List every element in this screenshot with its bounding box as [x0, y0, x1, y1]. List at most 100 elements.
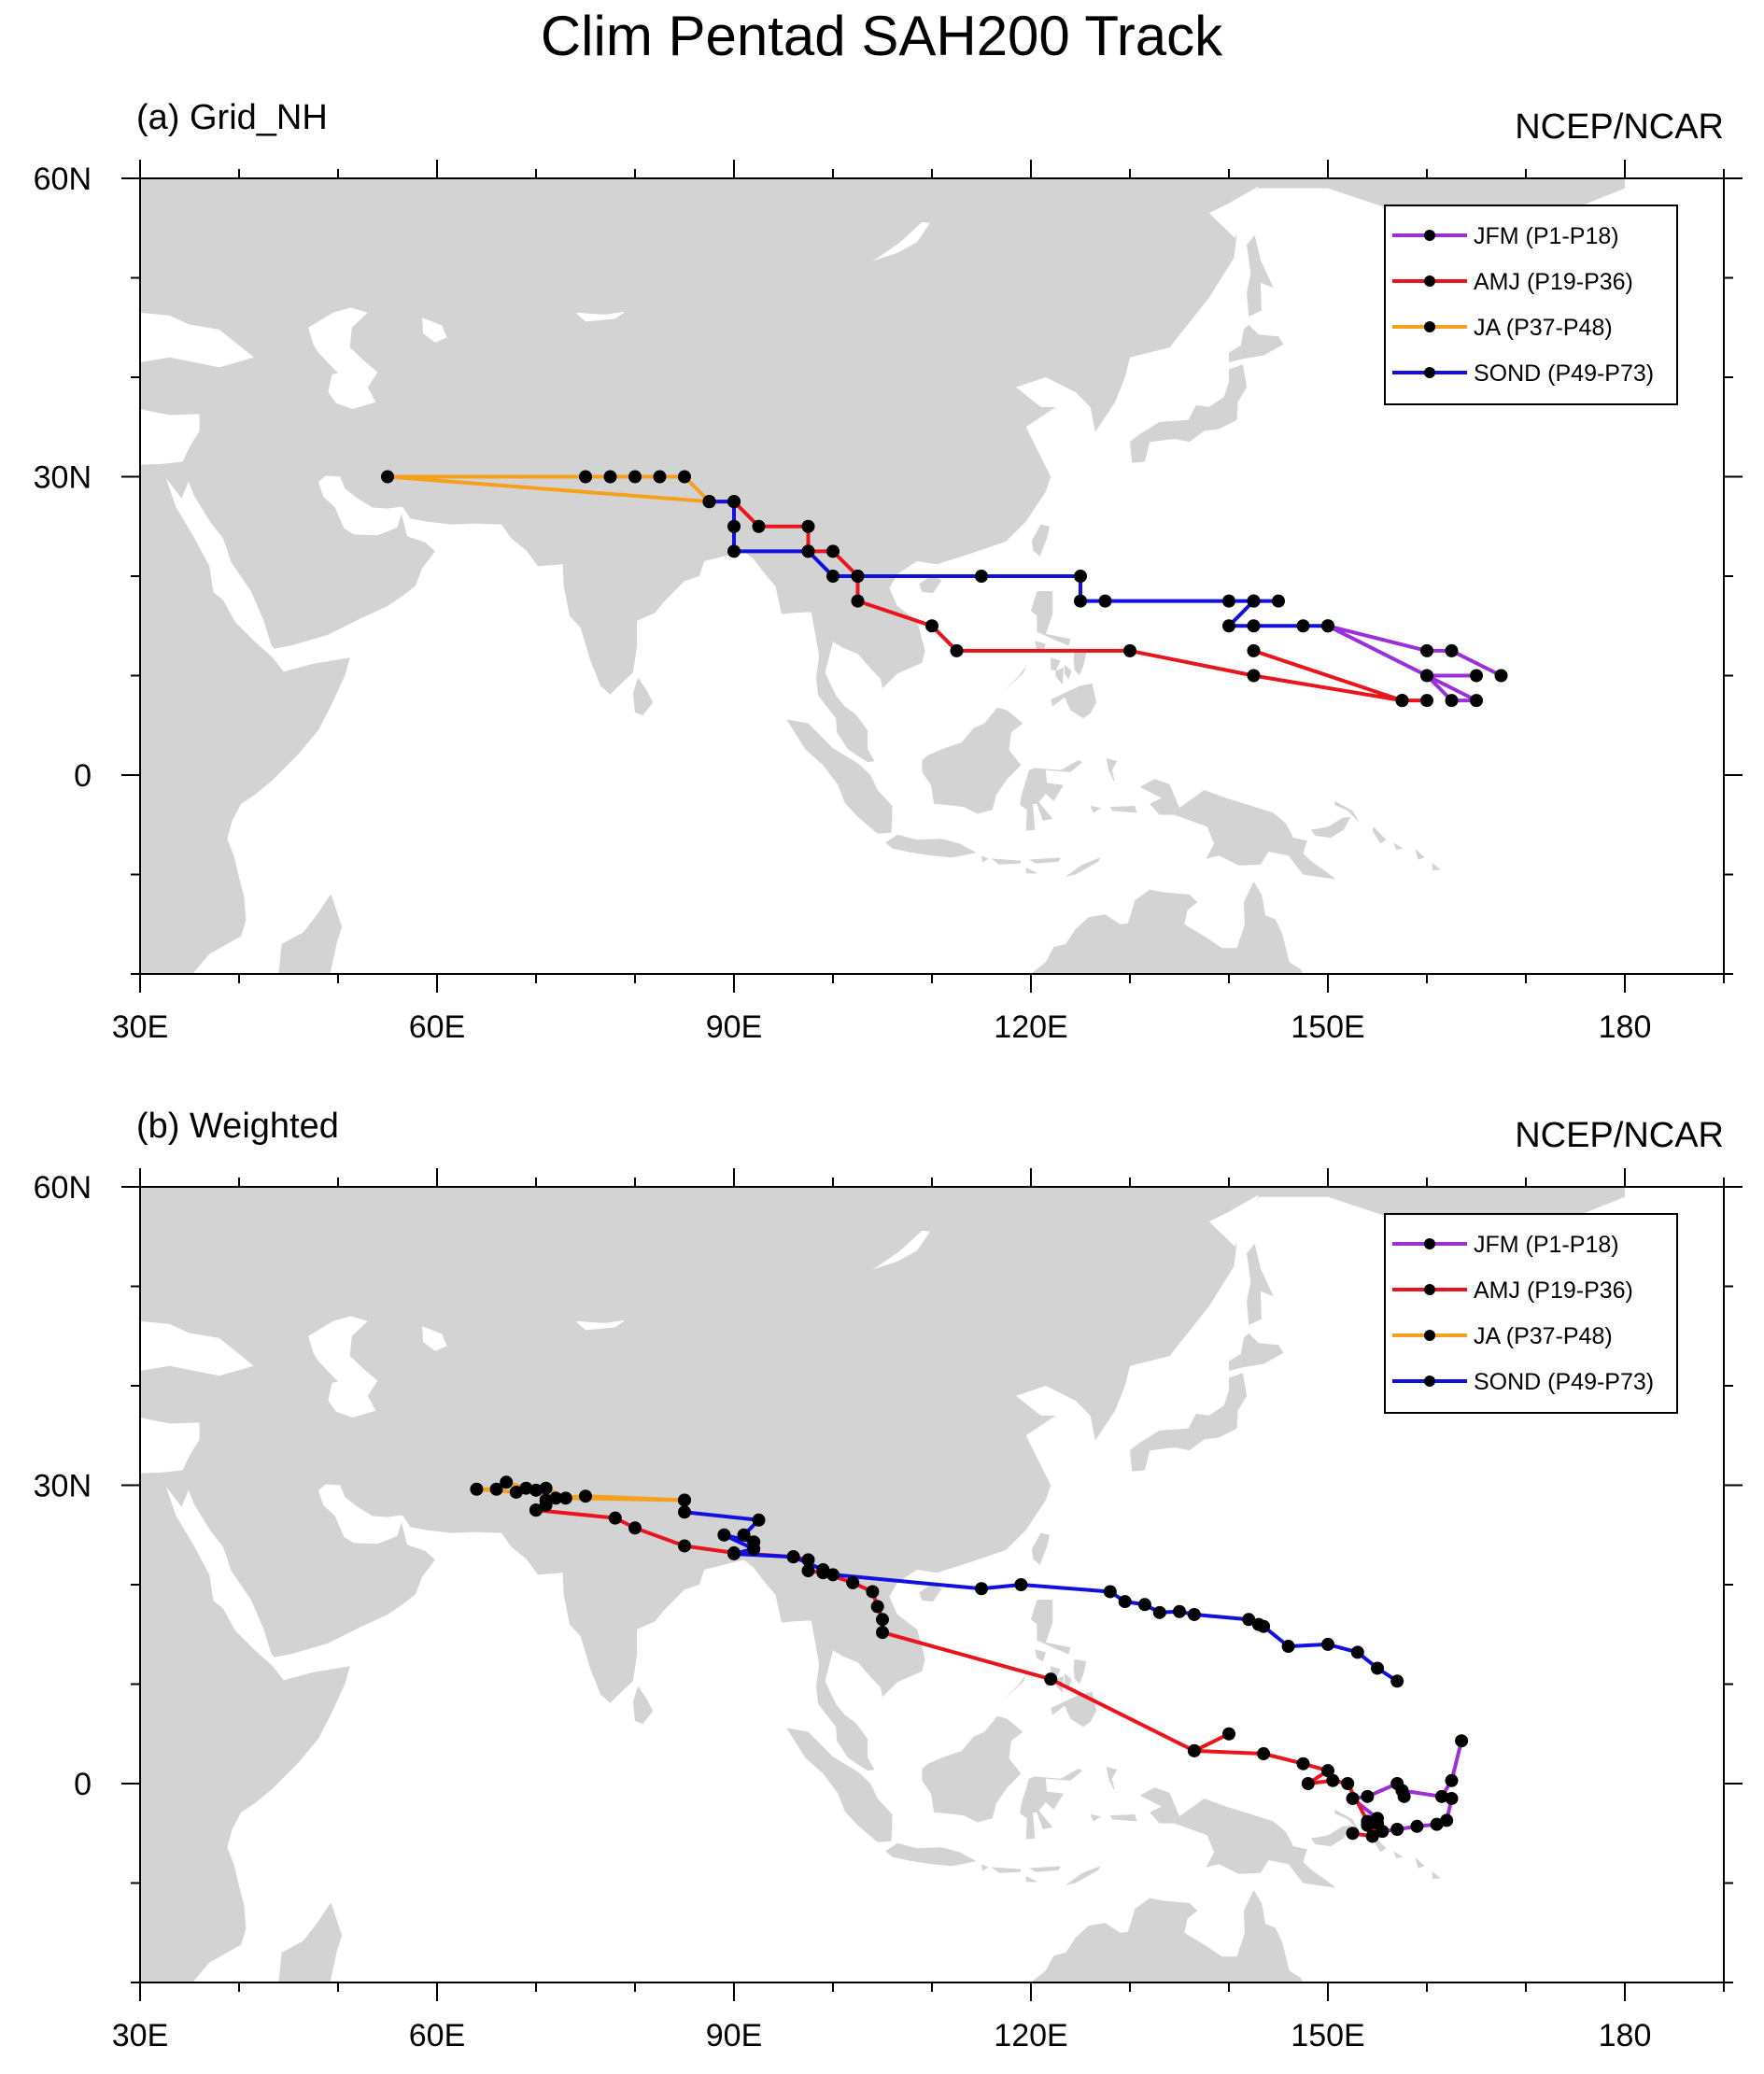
- track-point: [801, 544, 815, 558]
- landmass: [1247, 1243, 1274, 1325]
- inland-water: [1208, 186, 1259, 238]
- track-point: [500, 1475, 514, 1489]
- track-point: [727, 519, 741, 533]
- landmass: [1229, 1333, 1284, 1371]
- legend-label: JA (P37-P48): [1474, 315, 1613, 341]
- legend-label: AMJ (P19-P36): [1474, 1277, 1633, 1304]
- landmass: [919, 574, 942, 594]
- landmass: [1393, 842, 1404, 850]
- landmass: [1055, 668, 1064, 685]
- axis-ticks: [121, 160, 1743, 993]
- inland-water: [308, 307, 378, 410]
- track-point: [1247, 594, 1261, 608]
- landmass: [1090, 1814, 1102, 1822]
- legend-marker: [1424, 1238, 1435, 1249]
- landmass: [1031, 1600, 1071, 1655]
- track-point: [1187, 1743, 1201, 1757]
- landmass: [1025, 868, 1038, 874]
- landmass: [1432, 862, 1441, 871]
- track-point: [579, 1489, 592, 1503]
- track-point: [1470, 669, 1483, 683]
- landmass: [1032, 524, 1051, 557]
- track-point: [1470, 694, 1483, 708]
- track-point: [801, 1564, 815, 1578]
- track-point: [876, 1613, 889, 1627]
- track-point: [1346, 1791, 1360, 1805]
- x-tick-label: 180: [1599, 2018, 1652, 2053]
- landmass: [786, 1728, 893, 1842]
- track-point: [950, 643, 964, 657]
- track-jfm: [1350, 1740, 1464, 1834]
- landmass: [1032, 1532, 1051, 1565]
- track-point: [1420, 669, 1433, 683]
- x-tick-label: 60E: [409, 2018, 466, 2053]
- inland-water: [1208, 1194, 1259, 1247]
- track-point: [1187, 1607, 1201, 1621]
- track-point: [1420, 643, 1433, 657]
- track-point: [752, 1513, 766, 1527]
- track-point: [1341, 1777, 1355, 1790]
- landmass: [1372, 826, 1387, 844]
- sah-tracks: [381, 470, 1508, 708]
- landmass: [1028, 857, 1061, 864]
- landmass: [1035, 1649, 1046, 1661]
- track-point: [678, 470, 691, 484]
- track-point: [1440, 1813, 1454, 1827]
- legend-marker: [1424, 367, 1435, 378]
- track-amj: [709, 500, 1427, 703]
- legend-marker: [1424, 275, 1435, 287]
- track-point: [1445, 1791, 1459, 1805]
- track-point: [1365, 1829, 1379, 1843]
- track-point: [1445, 1773, 1459, 1787]
- legend-label: SOND (P49-P73): [1474, 360, 1654, 387]
- track-point: [1296, 1757, 1310, 1771]
- track-point: [1098, 594, 1112, 608]
- landmass: [1106, 757, 1118, 783]
- track-point: [1397, 1789, 1411, 1803]
- landmass: [1051, 684, 1096, 719]
- track-point: [381, 470, 394, 484]
- legend-marker: [1424, 321, 1435, 332]
- track-point: [509, 1485, 523, 1499]
- track-point: [1301, 1777, 1315, 1790]
- landmass: [1031, 591, 1071, 646]
- track-point: [1118, 1595, 1132, 1609]
- track-point: [1361, 1789, 1375, 1803]
- landmass: [1130, 1373, 1248, 1472]
- track-point: [752, 519, 766, 533]
- track-point: [1296, 619, 1310, 633]
- track-point: [1247, 619, 1261, 633]
- legend-label: JFM (P1-P18): [1474, 223, 1619, 249]
- track-point: [1445, 694, 1459, 708]
- track-point: [727, 544, 741, 558]
- track-point: [1074, 570, 1087, 583]
- y-tick-label: 60N: [34, 1170, 92, 1206]
- landmass: [1065, 664, 1072, 680]
- track-point: [1321, 619, 1334, 633]
- landmass: [1130, 364, 1248, 463]
- track-point: [1445, 643, 1459, 657]
- track-point: [846, 1575, 860, 1589]
- legend-marker: [1424, 1376, 1435, 1387]
- legend-label: JFM (P1-P18): [1474, 1232, 1619, 1258]
- landmass: [1020, 1769, 1083, 1840]
- landmass: [1020, 760, 1083, 831]
- landmass: [1073, 1658, 1087, 1685]
- track-point: [539, 1481, 553, 1495]
- landmass: [1247, 234, 1274, 317]
- track-point: [1014, 1578, 1028, 1591]
- landmass: [1432, 1870, 1441, 1880]
- track-point: [519, 1481, 533, 1495]
- inland-water: [575, 1319, 626, 1331]
- track-point: [801, 1553, 815, 1567]
- track-point: [1257, 1619, 1271, 1633]
- x-tick-label: 150E: [1291, 1009, 1364, 1045]
- track-point: [579, 470, 592, 484]
- landmass: [1415, 848, 1425, 860]
- track-point: [1152, 1605, 1166, 1619]
- inland-water: [140, 1320, 254, 1376]
- track-point: [717, 1528, 731, 1542]
- track-point: [1395, 694, 1409, 708]
- landmass: [1415, 1856, 1425, 1869]
